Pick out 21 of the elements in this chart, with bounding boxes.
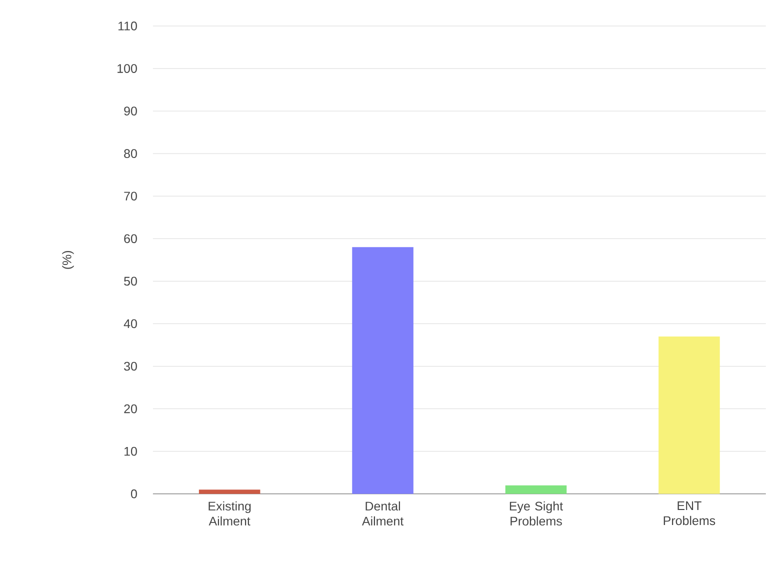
y-tick-label: 20 — [124, 404, 137, 414]
y-tick-label: 0 — [130, 490, 137, 498]
y-tick-label: 40 — [124, 319, 137, 328]
y-tick-label: 50 — [124, 276, 137, 286]
y-tick-label: 70 — [124, 192, 137, 201]
y-tick-label: 80 — [124, 149, 137, 158]
y-tick-label: 30 — [124, 362, 137, 371]
bar — [505, 485, 567, 494]
y-tick-label: 100 — [118, 64, 137, 74]
x-tick-label: Eye Sight Problems — [510, 501, 563, 526]
x-tick-label: Dental Ailment — [362, 501, 404, 526]
x-tick-label: ENT Problems — [664, 501, 716, 526]
y-tick-label: 90 — [124, 106, 137, 116]
bar — [352, 247, 414, 494]
y-axis-title: (%) — [62, 251, 74, 269]
bar — [198, 490, 260, 494]
bar — [658, 336, 720, 494]
y-tick-label: 60 — [124, 234, 137, 244]
y-tick-label: 110 — [118, 22, 137, 30]
y-tick-label: 10 — [124, 446, 137, 456]
x-tick-label: Existing Ailment — [208, 501, 251, 526]
